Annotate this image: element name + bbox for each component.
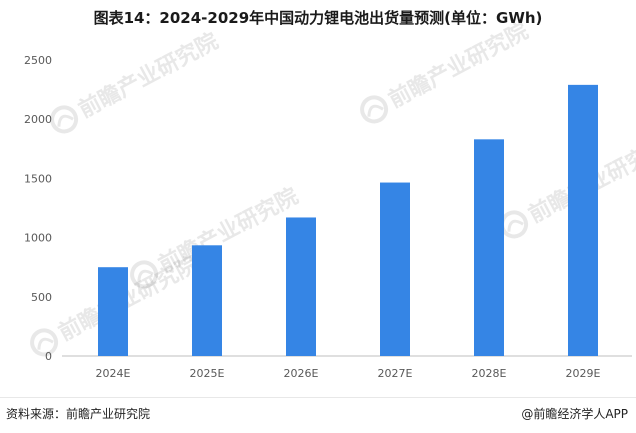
x-tick-label: 2028E [472,367,507,380]
footer-divider [0,397,636,398]
watermark-logo: 前瞻产业研究院 [360,18,533,124]
y-tick-label: 500 [31,291,52,304]
y-axis-tick-labels: 0 500 1000 1500 2000 2500 [24,54,52,363]
svg-text:前瞻产业研究院: 前瞻产业研究院 [54,251,202,346]
x-tick-label: 2024E [96,367,131,380]
x-tick-label: 2027E [378,367,413,380]
svg-text:前瞻产业研究院: 前瞻产业研究院 [74,28,222,123]
chart-title: 图表14：2024-2029年中国动力锂电池出货量预测(单位：GWh) [93,9,543,27]
y-tick-label: 2500 [24,54,52,67]
svg-text:前瞻产业研究院: 前瞻产业研究院 [384,18,532,113]
x-tick-label: 2025E [190,367,225,380]
bar-2029E [568,84,598,356]
bar-2025E [192,245,222,356]
bar-2024E [98,267,128,356]
chart-bars [98,84,598,356]
bar-2026E [286,217,316,356]
y-tick-label: 2000 [24,113,52,126]
watermark-logo: 前瞻产业研究院 [50,28,223,134]
x-tick-label: 2029E [566,367,601,380]
y-tick-label: 1500 [24,172,52,185]
y-tick-label: 1000 [24,232,52,245]
x-axis-tick-labels: 2024E 2025E 2026E 2027E 2028E 2029E [96,367,601,380]
source-note: 资料来源：前瞻产业研究院 [6,407,151,421]
watermark-logo: 前瞻产业研究院 [500,133,636,239]
brand-credit: @前瞻经济学人APP [521,407,628,421]
x-tick-label: 2026E [284,367,319,380]
bar-2027E [380,182,410,356]
bar-2028E [474,139,504,356]
y-tick-label: 0 [45,350,52,363]
